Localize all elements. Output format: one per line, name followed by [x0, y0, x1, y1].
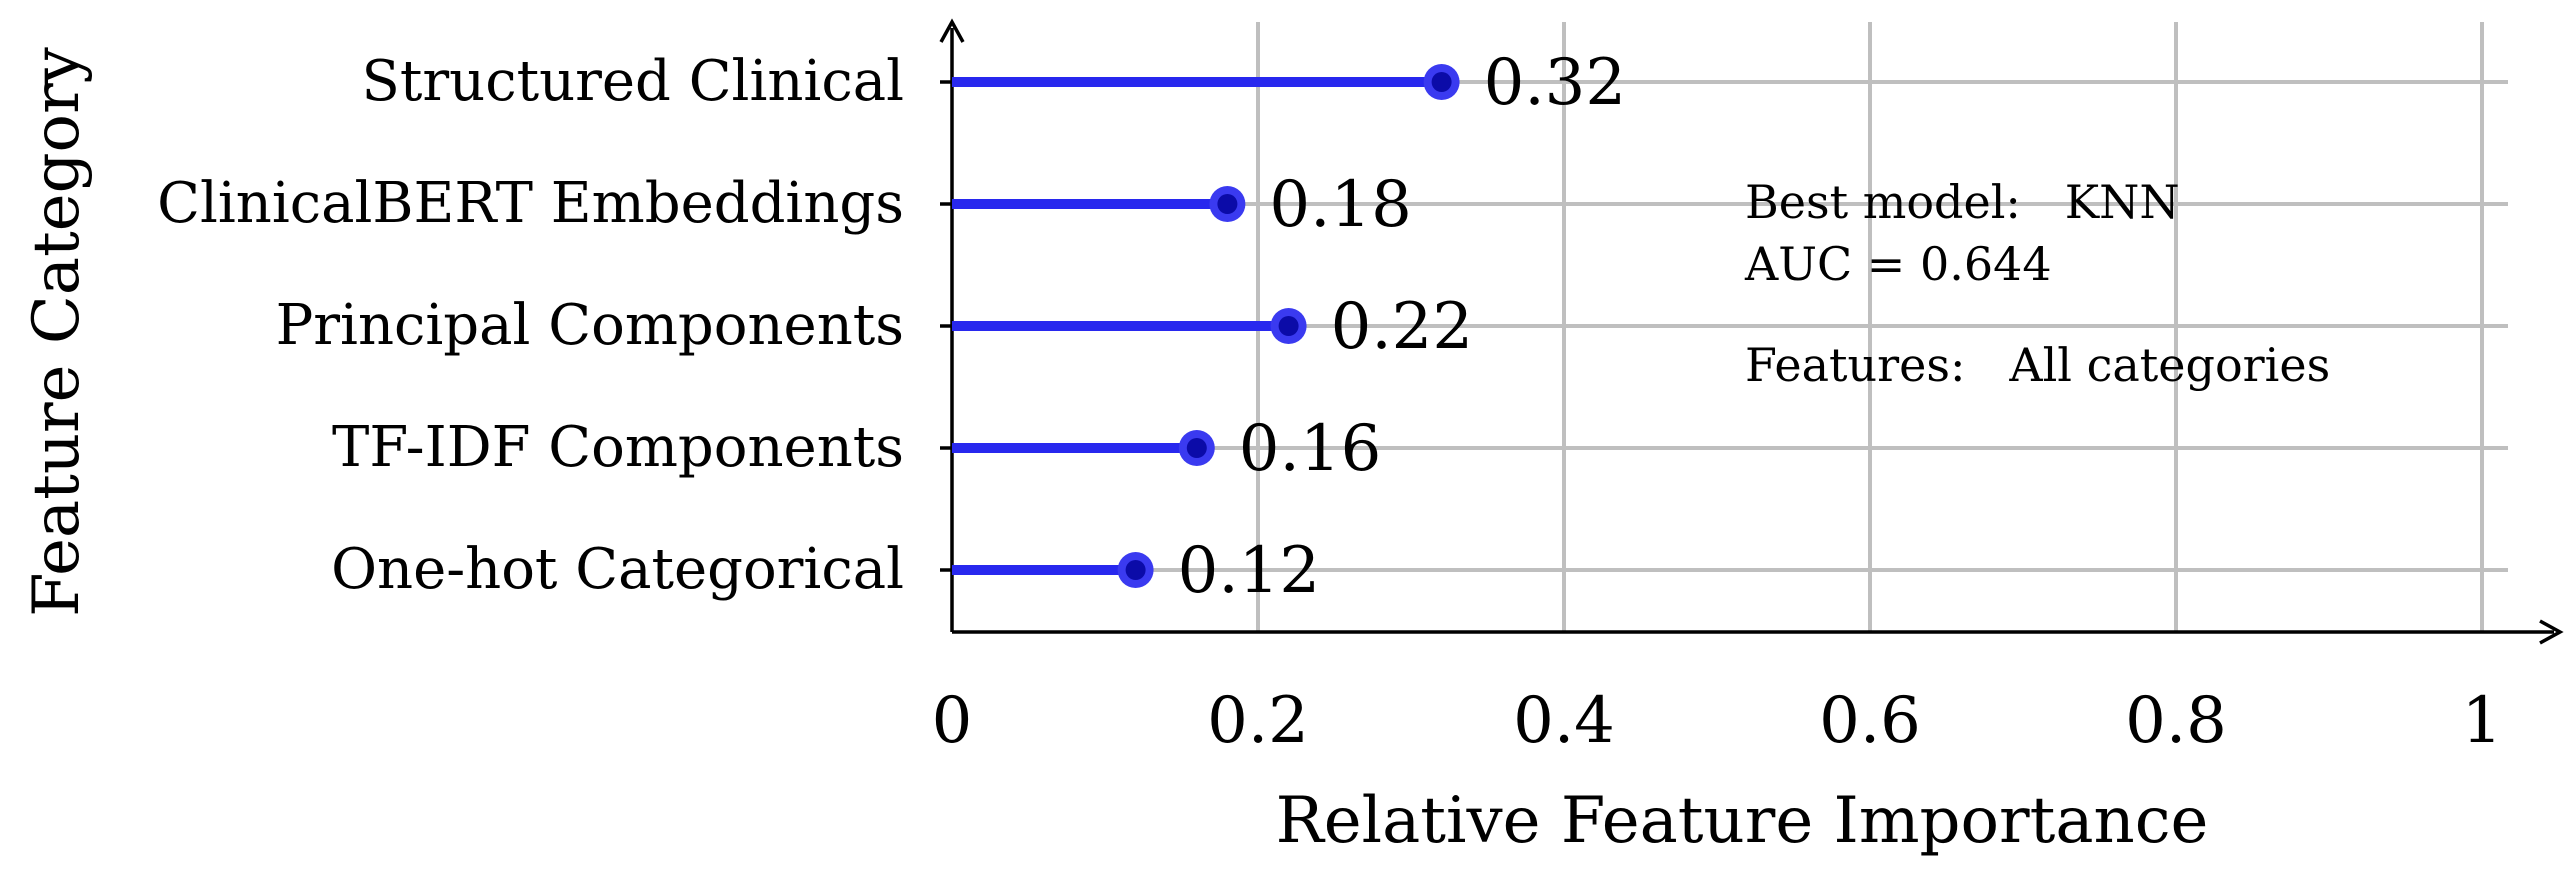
x-tick-label-4: 0.8: [2125, 684, 2227, 758]
category-label-3: TF-IDF Components: [332, 415, 904, 480]
value-label-4: 0.12: [1178, 534, 1321, 608]
value-label-2: 0.22: [1331, 290, 1474, 364]
markers: [1117, 64, 1460, 588]
annotation-line-features: Features: All categories: [1745, 338, 2330, 392]
x-tick-label-3: 0.6: [1819, 684, 1921, 758]
marker-center-3: [1186, 438, 1207, 458]
value-label-1: 0.18: [1269, 168, 1412, 242]
x-tick-label-5: 1: [2462, 684, 2503, 758]
x-axis-arrow: [2539, 619, 2564, 645]
x-tick-label-2: 0.4: [1513, 684, 1615, 758]
annotation-line-model: Best model: KNN: [1745, 175, 2180, 229]
marker-center-1: [1217, 194, 1238, 214]
category-label-1: ClinicalBERT Embeddings: [157, 171, 904, 236]
x-tick-labels: 0 0.2 0.4 0.6 0.8 1: [932, 684, 2503, 758]
marker-center-4: [1125, 560, 1146, 580]
y-axis-title: Feature Category: [20, 47, 94, 617]
annotation-box: Best model: KNN AUC = 0.644 Features: Al…: [1744, 175, 2330, 392]
marker-center-2: [1278, 316, 1299, 336]
value-label-0: 0.32: [1484, 46, 1627, 120]
value-labels: 0.32 0.18 0.22 0.16 0.12: [1178, 46, 1627, 608]
category-label-2: Principal Components: [276, 293, 904, 358]
category-label-4: One-hot Categorical: [331, 537, 904, 602]
value-label-3: 0.16: [1239, 412, 1382, 486]
category-labels: Structured Clinical ClinicalBERT Embeddin…: [157, 49, 904, 602]
category-label-0: Structured Clinical: [362, 49, 905, 114]
x-axis-title: Relative Feature Importance: [1276, 784, 2209, 858]
y-axis-arrow: [939, 18, 965, 43]
stems: [952, 77, 1442, 575]
x-tick-label-0: 0: [932, 684, 973, 758]
annotation-line-auc: AUC = 0.644: [1744, 237, 2052, 291]
marker-center-0: [1431, 72, 1452, 92]
x-tick-label-1: 0.2: [1207, 684, 1309, 758]
